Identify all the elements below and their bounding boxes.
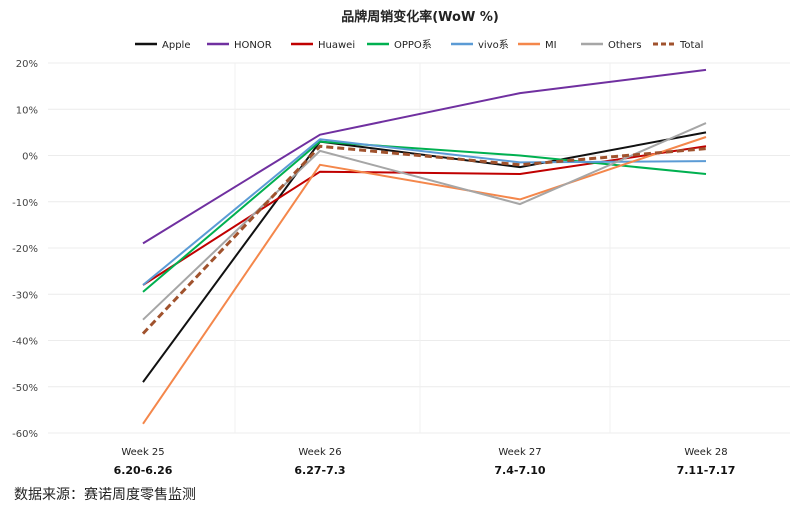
legend-label: OPPO系 xyxy=(394,39,432,51)
legend-label: HONOR xyxy=(234,40,272,51)
y-tick-label: 10% xyxy=(16,105,38,116)
series-line-vivo系 xyxy=(142,138,707,286)
y-tick-label: -60% xyxy=(12,429,38,440)
x-tick-label: Week 27 xyxy=(498,447,541,458)
legend: Apple HONOR Huawei OPPO系 vivo系 MI Others Total xyxy=(135,39,703,51)
data-source-note: 数据来源：赛诺周度零售监测 xyxy=(14,487,196,503)
legend-label: Apple xyxy=(162,40,190,51)
x-axis: Week 25 6.20-6.26 Week 26 6.27-7.3 Week 27 7.… xyxy=(114,447,736,477)
series-line-mi xyxy=(142,136,707,425)
series-line-apple xyxy=(142,131,707,383)
chart-title: 品牌周销变化率(WoW %) xyxy=(341,9,499,25)
x-date-label: 7.11-7.17 xyxy=(677,464,736,477)
legend-label: Huawei xyxy=(318,40,355,51)
legend-label: MI xyxy=(545,40,557,51)
y-tick-label: -50% xyxy=(12,383,38,394)
x-tick-label: Week 26 xyxy=(298,447,341,458)
y-tick-label: -10% xyxy=(12,198,38,209)
series-line-total xyxy=(141,144,707,335)
series-line-huawei xyxy=(142,145,707,286)
y-tick-label: -20% xyxy=(12,244,38,255)
grid xyxy=(48,62,790,434)
x-date-label: 6.27-7.3 xyxy=(294,464,345,477)
legend-label: Total xyxy=(679,40,703,51)
y-tick-label: 20% xyxy=(16,59,38,70)
x-tick-label: Week 25 xyxy=(121,447,164,458)
y-tick-label: 0% xyxy=(22,152,38,163)
x-tick-label: Week 28 xyxy=(684,447,727,458)
legend-label: vivo系 xyxy=(478,39,509,51)
x-date-label: 6.20-6.26 xyxy=(114,464,173,477)
series-line-honor xyxy=(142,68,707,245)
series-line-oppo系 xyxy=(142,140,707,293)
legend-label: Others xyxy=(608,40,642,51)
y-axis: 20% 10% 0% -10% -20% -30% -40% -50% -60% xyxy=(12,59,38,440)
series-lines xyxy=(141,68,707,425)
x-date-label: 7.4-7.10 xyxy=(494,464,546,477)
series-line-others xyxy=(142,122,707,321)
y-tick-label: -40% xyxy=(12,337,38,348)
line-chart: 品牌周销变化率(WoW %) Apple HONOR Huawei OPPO系 vivo… xyxy=(12,9,790,477)
y-tick-label: -30% xyxy=(12,290,38,301)
